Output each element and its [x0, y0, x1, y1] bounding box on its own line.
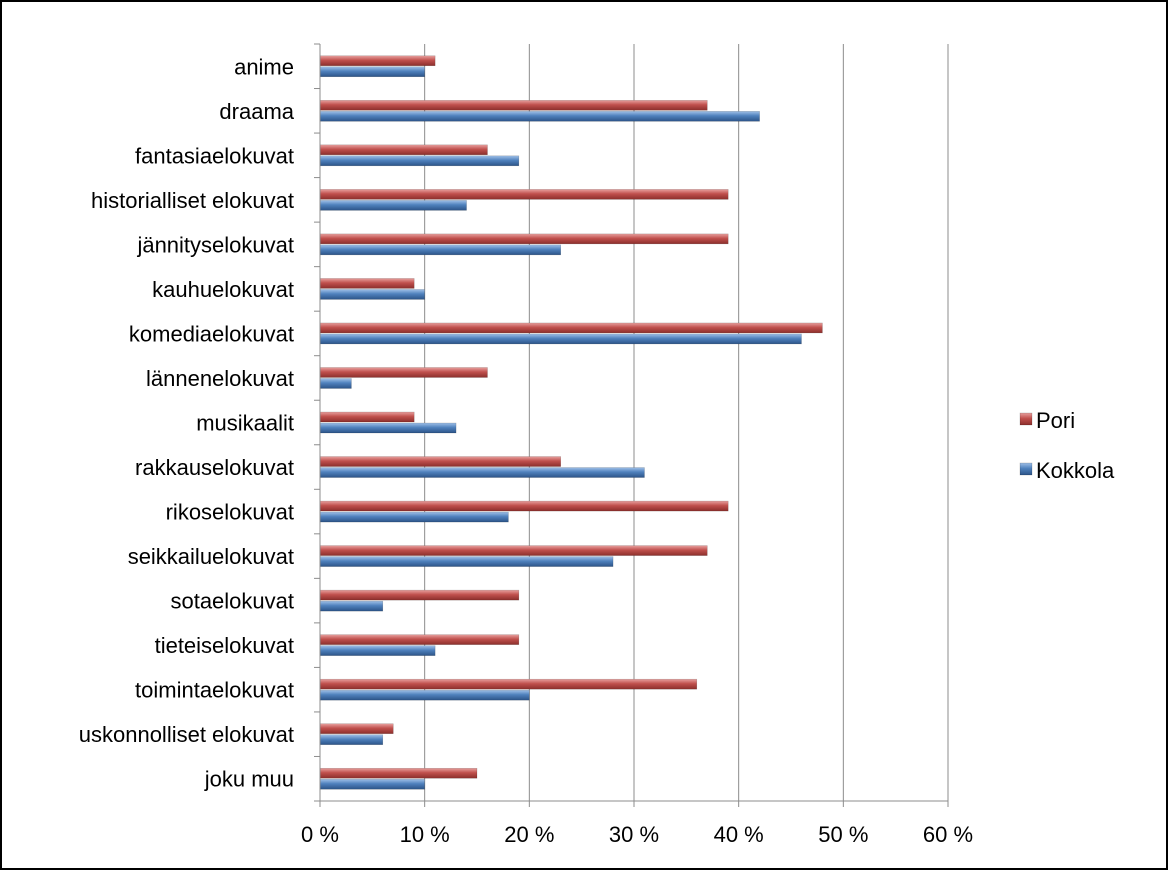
bar-kokkola-8 — [319, 422, 457, 434]
category-label: tieteiselokuvat — [155, 633, 294, 658]
bar-pori-2 — [319, 144, 488, 156]
bar-kokkola-13 — [319, 645, 436, 656]
legend: Pori Kokkola — [1019, 408, 1115, 483]
category-label: lännenelokuvat — [146, 366, 294, 391]
bar-pori-14 — [319, 678, 698, 690]
bar-pori-9 — [319, 456, 561, 467]
category-label: kauhuelokuvat — [152, 277, 294, 302]
bar-pori-10 — [319, 500, 729, 512]
legend-label-kokkola: Kokkola — [1036, 458, 1115, 483]
category-label: komediaelokuvat — [129, 321, 294, 346]
category-label: sotaelokuvat — [170, 589, 294, 614]
bar-kokkola-2 — [319, 155, 520, 167]
bar-pori-4 — [319, 233, 729, 245]
x-tick-label: 20 % — [504, 822, 554, 847]
category-labels: anime draama fantasiaelokuvat historiallise… — [79, 54, 295, 791]
category-label: joku muu — [204, 767, 294, 792]
category-label: fantasiaelokuvat — [135, 143, 294, 168]
bar-kokkola-1 — [319, 111, 760, 122]
bar-kokkola-6 — [319, 333, 802, 345]
bar-pori-12 — [319, 589, 520, 601]
bar-kokkola-10 — [319, 511, 509, 523]
category-label: jännityselokuvat — [136, 232, 294, 257]
bar-pori-0 — [319, 55, 436, 67]
bar-pori-11 — [319, 545, 708, 556]
bar-kokkola-0 — [319, 66, 425, 78]
bar-kokkola-11 — [319, 556, 614, 567]
bar-kokkola-4 — [319, 244, 561, 256]
category-label: seikkailuelokuvat — [128, 544, 294, 569]
legend-swatch-kokkola — [1019, 462, 1033, 476]
x-tick-label: 0 % — [301, 822, 339, 847]
bar-kokkola-9 — [319, 467, 645, 478]
category-label: rakkauselokuvat — [135, 455, 294, 480]
bar-pori-3 — [319, 189, 729, 200]
bar-pori-8 — [319, 411, 415, 423]
gridlines — [424, 44, 949, 801]
bar-kokkola-14 — [319, 689, 530, 701]
x-tick-label: 30 % — [609, 822, 659, 847]
bar-pori-5 — [319, 278, 415, 289]
bar-kokkola-12 — [319, 600, 384, 612]
category-label: historialliset elokuvat — [91, 188, 294, 213]
legend-swatch-pori — [1019, 412, 1033, 426]
legend-label-pori: Pori — [1036, 408, 1075, 433]
bar-pori-16 — [319, 767, 478, 779]
category-label: anime — [234, 54, 294, 79]
category-label: musikaalit — [196, 411, 294, 436]
x-tick-label: 10 % — [400, 822, 450, 847]
x-tick-label: 60 % — [923, 822, 973, 847]
bar-pori-6 — [319, 322, 823, 334]
category-label: draama — [219, 99, 294, 124]
bar-kokkola-5 — [319, 289, 425, 300]
bar-kokkola-15 — [319, 734, 384, 745]
bar-pori-7 — [319, 367, 488, 378]
bar-pori-13 — [319, 634, 520, 645]
category-label: rikoselokuvat — [166, 500, 294, 525]
bar-pori-1 — [319, 100, 708, 111]
axes — [314, 43, 949, 807]
x-tick-label: 40 % — [714, 822, 764, 847]
bars — [319, 55, 823, 790]
bar-kokkola-7 — [319, 378, 352, 389]
bar-pori-15 — [319, 723, 394, 734]
x-tick-label: 50 % — [818, 822, 868, 847]
category-label: toimintaelokuvat — [135, 678, 294, 703]
x-tick-labels: 0 % 10 % 20 % 30 % 40 % 50 % 60 % — [301, 822, 973, 847]
bar-kokkola-3 — [319, 200, 467, 211]
bar-kokkola-16 — [319, 778, 425, 790]
category-label: uskonnolliset elokuvat — [79, 722, 294, 747]
